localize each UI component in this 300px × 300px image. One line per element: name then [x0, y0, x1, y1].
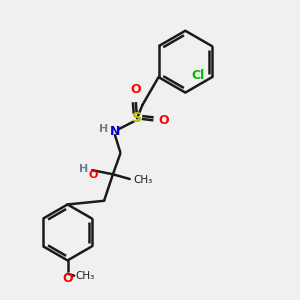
Text: N: N — [110, 125, 120, 138]
Text: O: O — [159, 114, 169, 127]
Text: H: H — [99, 124, 109, 134]
Text: O: O — [88, 169, 98, 180]
Text: Cl: Cl — [191, 69, 205, 82]
Text: O: O — [130, 83, 141, 96]
Text: CH₃: CH₃ — [76, 271, 95, 281]
Text: S: S — [132, 111, 142, 125]
Text: CH₃: CH₃ — [133, 175, 152, 184]
Text: O: O — [62, 272, 73, 285]
Text: H: H — [79, 164, 88, 174]
